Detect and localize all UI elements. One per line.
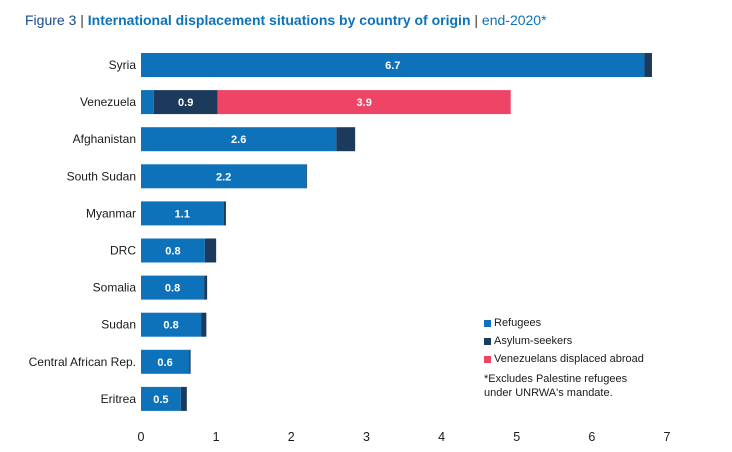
figure-label: Figure 3: [25, 12, 77, 28]
category-label-sudan: Sudan: [101, 318, 136, 332]
data-label-venezuela-venezuelans: 3.9: [357, 97, 372, 109]
title-separator: |: [80, 12, 84, 28]
bar-eritrea-asylum-seekers: [180, 386, 187, 411]
bar-venezuela-refugees: [141, 90, 154, 115]
category-label-south-sudan: South Sudan: [67, 169, 136, 183]
x-tick-label-6: 6: [588, 430, 595, 444]
data-label-central-african-rep-refugees: 0.6: [157, 357, 172, 369]
footnote-line-1: *Excludes Palestine refugees: [484, 373, 628, 385]
x-tick-label-2: 2: [288, 430, 295, 444]
title-separator-2: |: [474, 12, 479, 28]
bar-afghanistan-asylum-seekers: [336, 127, 356, 152]
legend-item-venezuelans: Venezuelans displaced abroad: [484, 350, 644, 368]
data-label-somalia-refugees: 0.8: [165, 283, 180, 295]
bar-syria-refugees: [141, 53, 645, 77]
category-label-eritrea: Eritrea: [101, 392, 137, 406]
category-label-central-african-rep: Central African Rep.: [29, 355, 136, 369]
category-label-myanmar: Myanmar: [86, 206, 136, 220]
x-tick-label-0: 0: [138, 430, 145, 444]
bar-afghanistan-refugees: [141, 127, 337, 152]
bar-central-african-rep-asylum-seekers: [189, 349, 191, 374]
data-label-eritrea-refugees: 0.5: [153, 394, 168, 406]
data-label-myanmar-refugees: 1.1: [175, 208, 190, 220]
category-label-afghanistan: Afghanistan: [73, 132, 136, 146]
data-label-south-sudan-refugees: 2.2: [216, 171, 231, 183]
x-tick-label-1: 1: [213, 430, 220, 444]
bar-central-african-rep-refugees: [141, 349, 190, 374]
footnote: *Excludes Palestine refugees under UNRWA…: [484, 372, 627, 400]
bar-somalia-refugees: [141, 275, 205, 300]
legend-swatch-refugees: [484, 319, 491, 327]
bar-syria-asylum-seekers: [644, 53, 652, 77]
footnote-line-2: under UNRWA's mandate.: [484, 387, 613, 399]
data-label-afghanistan-refugees: 2.6: [231, 134, 246, 146]
bar-drc-asylum-seekers: [204, 238, 217, 263]
data-label-syria-refugees: 6.7: [385, 60, 400, 72]
legend-swatch-asylum: [484, 337, 491, 345]
bar-myanmar-asylum-seekers: [223, 201, 226, 226]
legend-label-refugees: Refugees: [494, 317, 542, 329]
data-label-drc-refugees: 0.8: [165, 246, 180, 258]
x-tick-label-5: 5: [513, 430, 520, 444]
legend-label-asylum: Asylum-seekers: [494, 335, 573, 347]
bar-drc-refugees: [141, 238, 205, 263]
bar-myanmar-refugees: [141, 201, 224, 226]
bar-eritrea-refugees: [141, 386, 181, 411]
legend-item-refugees: Refugees: [484, 314, 644, 332]
bar-somalia-asylum-seekers: [204, 275, 208, 300]
chart-title: Figure 3 | International displacement si…: [25, 12, 547, 28]
category-label-syria: Syria: [109, 58, 137, 72]
bar-sudan-refugees: [141, 312, 202, 337]
legend-label-venezuelans: Venezuelans displaced abroad: [494, 353, 644, 365]
title-subtitle: end-2020*: [481, 12, 547, 28]
bar-sudan-asylum-seekers: [201, 312, 207, 337]
category-label-drc: DRC: [110, 244, 136, 258]
legend: Refugees Asylum-seekers Venezuelans disp…: [484, 314, 644, 368]
category-label-somalia: Somalia: [93, 281, 137, 295]
bar-south-sudan-asylum-seekers: [306, 164, 308, 189]
category-label-venezuela: Venezuela: [80, 95, 136, 109]
bar-venezuela-asylum-seekers: [153, 90, 218, 115]
title-main: International displacement situations by…: [87, 12, 471, 28]
data-label-venezuela-asylum-seekers: 0.9: [178, 97, 193, 109]
bar-venezuela-venezuelans: [217, 90, 511, 115]
legend-swatch-venezuelans: [484, 355, 491, 363]
x-tick-label-4: 4: [438, 430, 445, 444]
x-tick-label-7: 7: [664, 430, 671, 444]
legend-item-asylum: Asylum-seekers: [484, 332, 644, 350]
x-tick-label-3: 3: [363, 430, 370, 444]
data-label-sudan-refugees: 0.8: [163, 320, 178, 332]
bar-south-sudan-refugees: [141, 164, 307, 189]
